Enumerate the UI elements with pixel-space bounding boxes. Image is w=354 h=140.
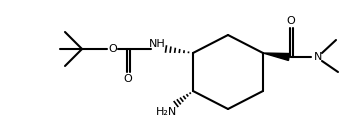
Text: O: O xyxy=(287,16,295,26)
Text: NH: NH xyxy=(149,39,165,49)
Text: N: N xyxy=(314,52,322,62)
Polygon shape xyxy=(263,53,290,60)
Text: O: O xyxy=(124,74,132,84)
Text: O: O xyxy=(109,44,118,54)
Text: H₂N: H₂N xyxy=(155,107,177,117)
